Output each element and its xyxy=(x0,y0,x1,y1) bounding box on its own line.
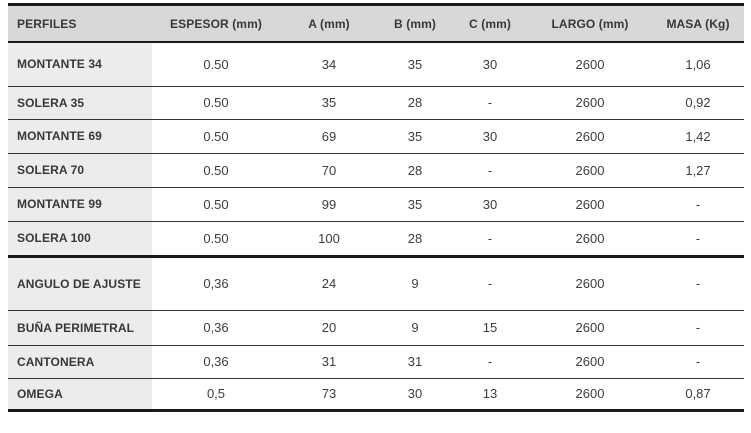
row-label: SOLERA 35 xyxy=(8,85,152,119)
cell-espesor: 0.50 xyxy=(152,118,280,153)
cell-c: 30 xyxy=(452,186,528,221)
cell-espesor: 0.50 xyxy=(152,85,280,119)
row-label: SOLERA 70 xyxy=(8,152,152,187)
cell-c: - xyxy=(452,152,528,187)
cell-a: 31 xyxy=(280,344,378,378)
cell-espesor: 0.50 xyxy=(152,220,280,256)
cell-b: 9 xyxy=(378,309,452,345)
cell-c: - xyxy=(452,85,528,119)
cell-espesor: 0,36 xyxy=(152,254,280,310)
cell-masa: - xyxy=(652,254,744,310)
cell-espesor: 0.50 xyxy=(152,186,280,221)
table-row-solera-70: SOLERA 70 0.50 70 28 - 2600 1,27 xyxy=(8,152,744,187)
cell-a: 70 xyxy=(280,152,378,187)
cell-largo: 2600 xyxy=(528,377,652,410)
table-row-montante-69: MONTANTE 69 0.50 69 35 30 2600 1,42 xyxy=(8,118,744,153)
col-header-masa: MASA (Kg) xyxy=(652,4,744,43)
table-row-solera-100: SOLERA 100 0.50 100 28 - 2600 - xyxy=(8,220,744,256)
table-row-montante-34: MONTANTE 34 0.50 34 35 30 2600 1,06 xyxy=(8,41,744,86)
cell-c: - xyxy=(452,254,528,310)
cell-a: 24 xyxy=(280,254,378,310)
table-header-row: PERFILES ESPESOR (mm) A (mm) B (mm) C (m… xyxy=(8,4,744,43)
cell-masa: - xyxy=(652,220,744,256)
cell-largo: 2600 xyxy=(528,220,652,256)
cell-a: 69 xyxy=(280,118,378,153)
cell-masa: - xyxy=(652,344,744,378)
cell-masa: 1,06 xyxy=(652,41,744,86)
cell-masa: 0,87 xyxy=(652,377,744,410)
cell-largo: 2600 xyxy=(528,85,652,119)
cell-largo: 2600 xyxy=(528,344,652,378)
row-label: BUÑA PERIMETRAL xyxy=(8,309,152,345)
cell-espesor: 0.50 xyxy=(152,152,280,187)
cell-masa: 1,42 xyxy=(652,118,744,153)
col-header-c: C (mm) xyxy=(452,4,528,43)
cell-c: 15 xyxy=(452,309,528,345)
table-row-angulo-de-ajuste: ANGULO DE AJUSTE 0,36 24 9 - 2600 - xyxy=(8,254,744,310)
cell-masa: 1,27 xyxy=(652,152,744,187)
cell-a: 73 xyxy=(280,377,378,410)
col-header-perfiles: PERFILES xyxy=(8,4,152,43)
table-row-solera-35: SOLERA 35 0.50 35 28 - 2600 0,92 xyxy=(8,85,744,119)
cell-masa: - xyxy=(652,186,744,221)
cell-largo: 2600 xyxy=(528,41,652,86)
perfiles-spec-table: PERFILES ESPESOR (mm) A (mm) B (mm) C (m… xyxy=(8,3,744,412)
cell-b: 9 xyxy=(378,254,452,310)
cell-espesor: 0.50 xyxy=(152,41,280,86)
cell-b: 28 xyxy=(378,220,452,256)
table-row-montante-99: MONTANTE 99 0.50 99 35 30 2600 - xyxy=(8,186,744,221)
cell-a: 100 xyxy=(280,220,378,256)
profiles-spec-page: PERFILES ESPESOR (mm) A (mm) B (mm) C (m… xyxy=(0,3,751,433)
cell-largo: 2600 xyxy=(528,118,652,153)
row-label: SOLERA 100 xyxy=(8,220,152,256)
cell-a: 34 xyxy=(280,41,378,86)
row-label: MONTANTE 34 xyxy=(8,41,152,86)
cell-c: 13 xyxy=(452,377,528,410)
cell-c: - xyxy=(452,344,528,378)
row-label: MONTANTE 69 xyxy=(8,118,152,153)
cell-largo: 2600 xyxy=(528,309,652,345)
row-label: OMEGA xyxy=(8,377,152,410)
table-row-buna-perimetral: BUÑA PERIMETRAL 0,36 20 9 15 2600 - xyxy=(8,309,744,345)
cell-largo: 2600 xyxy=(528,254,652,310)
cell-espesor: 0,36 xyxy=(152,309,280,345)
row-label: MONTANTE 99 xyxy=(8,186,152,221)
cell-b: 35 xyxy=(378,41,452,86)
cell-b: 35 xyxy=(378,186,452,221)
cell-c: 30 xyxy=(452,118,528,153)
cell-b: 30 xyxy=(378,377,452,410)
col-header-espesor: ESPESOR (mm) xyxy=(152,4,280,43)
row-label: ANGULO DE AJUSTE xyxy=(8,254,152,310)
row-label: CANTONERA xyxy=(8,344,152,378)
col-header-b: B (mm) xyxy=(378,4,452,43)
cell-largo: 2600 xyxy=(528,152,652,187)
cell-b: 28 xyxy=(378,85,452,119)
cell-masa: - xyxy=(652,309,744,345)
table-row-omega: OMEGA 0,5 73 30 13 2600 0,87 xyxy=(8,377,744,410)
cell-largo: 2600 xyxy=(528,186,652,221)
cell-b: 28 xyxy=(378,152,452,187)
cell-a: 20 xyxy=(280,309,378,345)
cell-espesor: 0,36 xyxy=(152,344,280,378)
cell-masa: 0,92 xyxy=(652,85,744,119)
cell-a: 35 xyxy=(280,85,378,119)
col-header-a: A (mm) xyxy=(280,4,378,43)
cell-c: 30 xyxy=(452,41,528,86)
cell-espesor: 0,5 xyxy=(152,377,280,410)
cell-b: 35 xyxy=(378,118,452,153)
col-header-largo: LARGO (mm) xyxy=(528,4,652,43)
cell-a: 99 xyxy=(280,186,378,221)
table-row-cantonera: CANTONERA 0,36 31 31 - 2600 - xyxy=(8,344,744,378)
cell-b: 31 xyxy=(378,344,452,378)
cell-c: - xyxy=(452,220,528,256)
